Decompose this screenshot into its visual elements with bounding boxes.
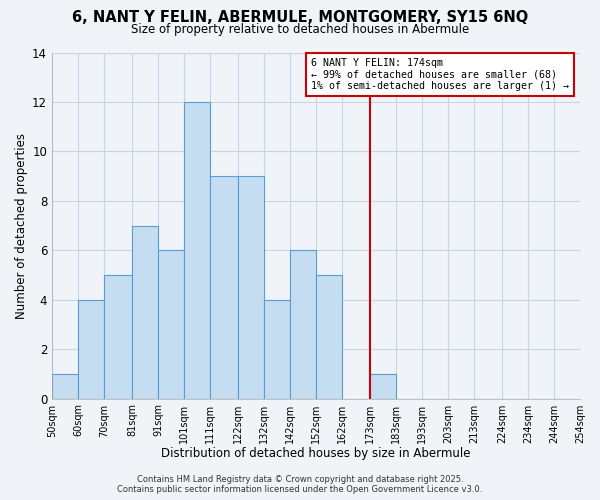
Bar	[78, 300, 104, 398]
X-axis label: Distribution of detached houses by size in Abermule: Distribution of detached houses by size …	[161, 447, 471, 460]
Bar	[316, 275, 342, 398]
Text: Size of property relative to detached houses in Abermule: Size of property relative to detached ho…	[131, 22, 469, 36]
Bar	[210, 176, 238, 398]
Bar	[52, 374, 78, 398]
Bar	[158, 250, 184, 398]
Text: 6 NANT Y FELIN: 174sqm
← 99% of detached houses are smaller (68)
1% of semi-deta: 6 NANT Y FELIN: 174sqm ← 99% of detached…	[311, 58, 569, 91]
Bar	[132, 226, 158, 398]
Text: Contains HM Land Registry data © Crown copyright and database right 2025.
Contai: Contains HM Land Registry data © Crown c…	[118, 474, 482, 494]
Bar	[104, 275, 132, 398]
Text: 6, NANT Y FELIN, ABERMULE, MONTGOMERY, SY15 6NQ: 6, NANT Y FELIN, ABERMULE, MONTGOMERY, S…	[72, 10, 528, 25]
Bar	[264, 300, 290, 398]
Bar	[184, 102, 210, 399]
Bar	[290, 250, 316, 398]
Bar	[370, 374, 396, 398]
Bar	[238, 176, 264, 398]
Y-axis label: Number of detached properties: Number of detached properties	[15, 132, 28, 318]
